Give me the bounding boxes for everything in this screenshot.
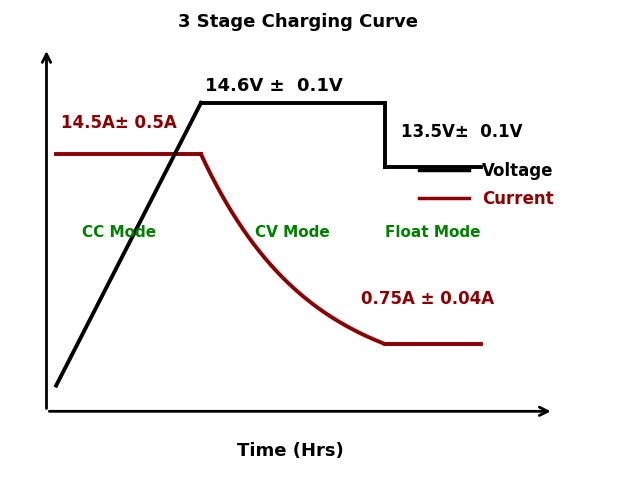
Text: 14.6V ±  0.1V: 14.6V ± 0.1V (205, 77, 342, 95)
Text: 14.5A± 0.5A: 14.5A± 0.5A (61, 114, 177, 132)
Legend: Voltage, Current: Voltage, Current (412, 155, 560, 214)
Text: Time (Hrs): Time (Hrs) (237, 442, 344, 460)
Text: Float Mode: Float Mode (385, 225, 481, 240)
Text: 13.5V±  0.1V: 13.5V± 0.1V (401, 123, 522, 141)
Text: CV Mode: CV Mode (255, 225, 330, 240)
Text: 0.75A ± 0.04A: 0.75A ± 0.04A (362, 291, 495, 308)
Title: 3 Stage Charging Curve: 3 Stage Charging Curve (178, 13, 418, 31)
Text: CC Mode: CC Mode (82, 225, 156, 240)
